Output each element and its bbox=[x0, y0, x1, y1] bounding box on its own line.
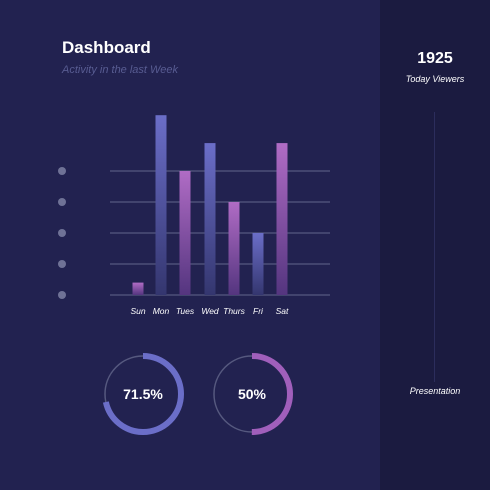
x-tick-label-sun: Sun bbox=[130, 306, 145, 316]
nav-dot-3[interactable] bbox=[58, 229, 66, 237]
page-subtitle: Activity in the last Week bbox=[62, 64, 178, 76]
x-tick-label-tues: Tues bbox=[176, 306, 195, 316]
nav-dot-4[interactable] bbox=[58, 260, 66, 268]
progress-ring-1: 71.5% bbox=[102, 353, 184, 435]
ring-value-label: 71.5% bbox=[123, 386, 163, 402]
sidebar-panel bbox=[380, 0, 490, 490]
bar-sun[interactable] bbox=[132, 282, 144, 295]
bar-tues[interactable] bbox=[179, 171, 191, 295]
bar-sat[interactable] bbox=[276, 143, 288, 295]
x-tick-label-thurs: Thurs bbox=[223, 306, 245, 316]
page-title: Dashboard bbox=[62, 38, 151, 57]
presentation-link[interactable]: Presentation bbox=[409, 386, 461, 396]
bar-thurs[interactable] bbox=[228, 202, 240, 295]
viewers-label: Today Viewers bbox=[405, 74, 465, 84]
x-tick-label-wed: Wed bbox=[201, 306, 219, 316]
ring-value-label: 50% bbox=[238, 386, 267, 402]
bar-wed[interactable] bbox=[204, 143, 216, 295]
progress-ring-2: 50% bbox=[211, 353, 293, 435]
viewers-count: 1925 bbox=[417, 50, 453, 67]
bar-mon[interactable] bbox=[155, 115, 167, 295]
main-panel: Dashboard Activity in the last Week Sun M… bbox=[58, 38, 330, 435]
nav-dot-2[interactable] bbox=[58, 198, 66, 206]
x-tick-label-mon: Mon bbox=[153, 306, 170, 316]
bar-fri[interactable] bbox=[252, 233, 264, 295]
weekly-activity-bar-chart: Sun Mon Tues Wed Thurs Fri Sat bbox=[110, 115, 330, 316]
nav-dot-5[interactable] bbox=[58, 291, 66, 299]
x-tick-label-fri: Fri bbox=[253, 306, 264, 316]
ring-progress-arc bbox=[211, 353, 293, 435]
nav-dot-1[interactable] bbox=[58, 167, 66, 175]
x-tick-label-sat: Sat bbox=[276, 306, 289, 316]
sidebar-divider bbox=[434, 112, 435, 382]
ring-progress-arc bbox=[102, 353, 184, 435]
